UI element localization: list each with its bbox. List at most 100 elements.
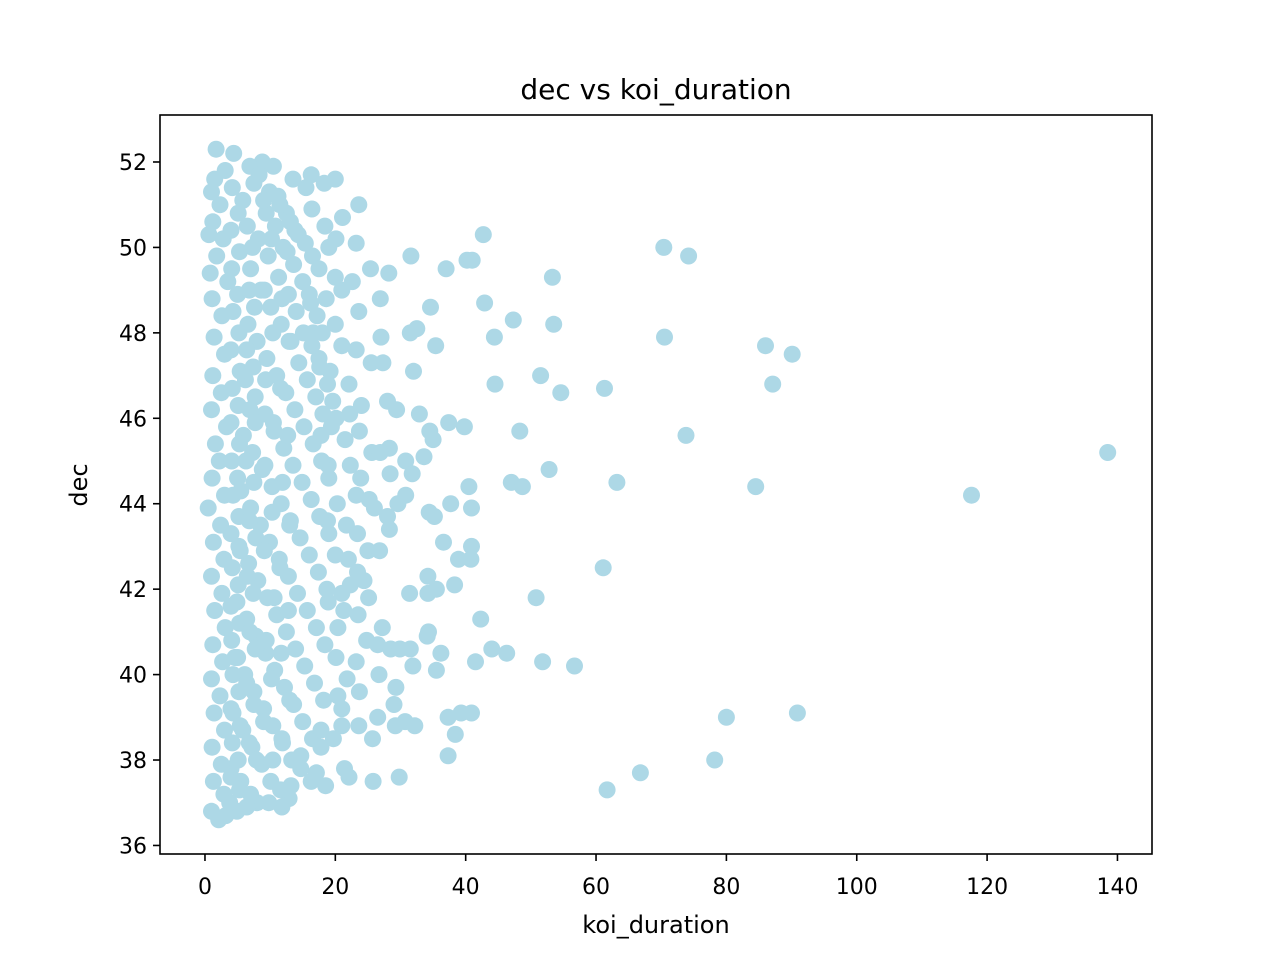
data-point	[313, 324, 331, 342]
data-point	[204, 367, 222, 385]
data-point	[405, 362, 422, 380]
data-point	[307, 619, 325, 637]
data-point	[264, 751, 282, 769]
data-point	[352, 469, 370, 487]
data-point	[308, 307, 326, 325]
data-point	[498, 644, 516, 662]
data-point	[340, 375, 358, 393]
data-point	[238, 341, 256, 359]
data-point	[419, 567, 437, 585]
data-point	[303, 200, 321, 218]
data-point	[212, 755, 230, 773]
data-point	[270, 268, 288, 286]
data-point	[324, 392, 342, 410]
data-point	[608, 473, 626, 491]
data-point	[312, 721, 330, 739]
data-point	[333, 584, 351, 602]
x-tick-label: 40	[452, 875, 480, 900]
data-point	[203, 738, 221, 756]
data-point	[403, 465, 421, 483]
data-point	[545, 315, 563, 333]
y-tick-label: 46	[119, 407, 147, 432]
data-point	[241, 401, 259, 419]
data-point	[294, 713, 312, 731]
data-point	[706, 751, 724, 769]
data-point	[259, 247, 277, 265]
data-point	[596, 379, 613, 397]
data-point	[304, 247, 321, 265]
data-point	[203, 290, 221, 308]
data-point	[362, 354, 380, 372]
data-point	[306, 674, 323, 692]
data-point	[350, 422, 368, 440]
data-point	[285, 256, 303, 273]
data-point	[248, 751, 265, 769]
data-point	[439, 747, 457, 765]
data-point	[315, 691, 333, 709]
data-point	[440, 414, 458, 432]
data-point	[210, 452, 228, 470]
data-point	[349, 525, 366, 543]
data-point	[224, 666, 242, 684]
data-point	[373, 619, 391, 637]
data-point	[204, 772, 222, 790]
data-point	[350, 303, 368, 320]
data-point	[231, 362, 249, 380]
data-point	[333, 337, 351, 355]
data-point	[390, 768, 408, 786]
data-point	[263, 670, 280, 688]
data-point	[240, 512, 258, 530]
data-point	[320, 238, 338, 256]
data-point	[263, 230, 280, 248]
data-point	[234, 191, 252, 209]
x-tick-label: 120	[966, 875, 1008, 900]
data-point	[298, 602, 316, 619]
data-point	[244, 584, 262, 602]
data-point	[435, 533, 452, 551]
data-point	[229, 751, 247, 769]
data-point	[963, 486, 980, 504]
y-axis-label: dec	[65, 463, 93, 506]
data-point	[273, 730, 291, 748]
data-point	[350, 196, 368, 214]
data-point	[223, 559, 241, 577]
data-point	[371, 290, 389, 308]
data-point	[326, 315, 344, 333]
data-point	[386, 717, 404, 735]
data-point	[207, 140, 225, 158]
data-point	[380, 520, 398, 538]
data-point	[311, 508, 329, 525]
data-point	[379, 508, 396, 525]
data-point	[246, 388, 264, 406]
data-point	[203, 567, 220, 585]
data-point	[474, 226, 492, 244]
data-point	[223, 631, 241, 649]
y-tick-label: 36	[119, 834, 147, 859]
data-point	[467, 653, 484, 671]
data-point	[291, 529, 309, 547]
data-point	[229, 204, 247, 222]
data-point	[389, 495, 407, 513]
data-point	[401, 584, 419, 602]
data-point	[1099, 444, 1117, 461]
data-point	[326, 546, 344, 564]
data-point	[274, 473, 291, 491]
data-point	[350, 683, 368, 701]
y-axis: 36 38 40 42 44 46 48 50 52	[119, 151, 160, 859]
data-point	[347, 653, 365, 671]
data-point	[292, 760, 310, 778]
data-point	[420, 623, 437, 641]
data-point	[410, 405, 428, 423]
data-point	[347, 486, 365, 504]
data-point	[655, 238, 673, 256]
data-point	[229, 649, 247, 666]
data-point	[216, 619, 234, 637]
data-point	[532, 367, 550, 385]
data-point	[246, 298, 263, 316]
data-point	[223, 379, 241, 397]
data-point	[485, 328, 503, 346]
data-point	[200, 226, 218, 244]
data-point	[296, 234, 314, 252]
data-point	[289, 584, 306, 602]
